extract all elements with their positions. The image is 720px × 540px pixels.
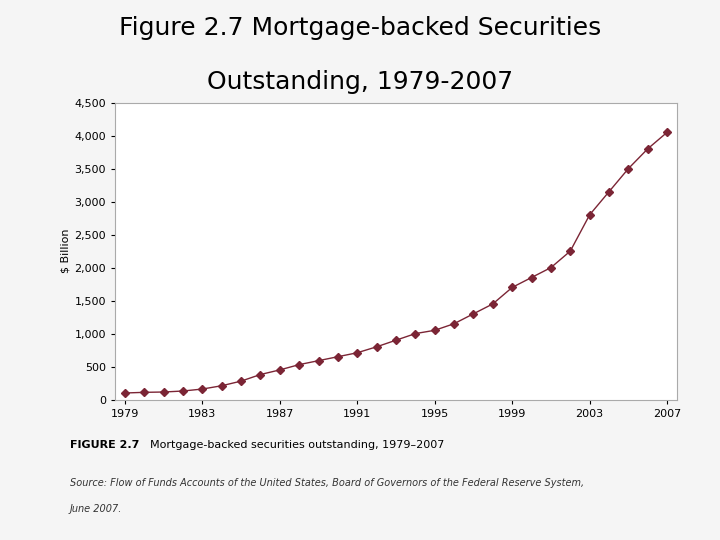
Text: June 2007.: June 2007.: [70, 504, 122, 514]
Text: Figure 2.7 Mortgage-backed Securities: Figure 2.7 Mortgage-backed Securities: [119, 16, 601, 40]
Text: Mortgage-backed securities outstanding, 1979–2007: Mortgage-backed securities outstanding, …: [150, 440, 445, 450]
Text: FIGURE 2.7: FIGURE 2.7: [70, 440, 140, 450]
Y-axis label: $ Billion: $ Billion: [60, 229, 71, 273]
Text: Source: Flow of Funds Accounts of the United States, Board of Governors of the F: Source: Flow of Funds Accounts of the Un…: [70, 478, 584, 488]
Text: Outstanding, 1979-2007: Outstanding, 1979-2007: [207, 70, 513, 94]
